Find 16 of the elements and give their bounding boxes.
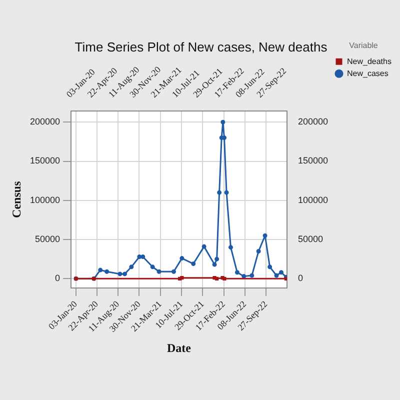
x-axis-title: Date [166,340,192,355]
y-tick-label: 100000 [30,194,60,205]
y2-tick-label: 150000 [298,156,328,166]
legend-label: New_cases [347,68,388,78]
chart-title: Time Series Plot of New cases, New deaths [74,39,328,54]
y2-tick-label: 200000 [298,116,328,127]
y-tick-label: 50000 [34,234,60,244]
y-tick-label: 0 [54,273,60,284]
y-tick-label: 150000 [30,156,60,166]
y2-tick-label: 0 [298,273,303,284]
y-axis-title: Census [9,180,24,218]
legend-title: Variable [349,41,378,50]
y2-tick-label: 100000 [298,194,328,205]
y-tick-label: 200000 [30,116,60,127]
legend-label: New_deaths [347,56,392,66]
y2-tick-label: 50000 [298,234,323,244]
